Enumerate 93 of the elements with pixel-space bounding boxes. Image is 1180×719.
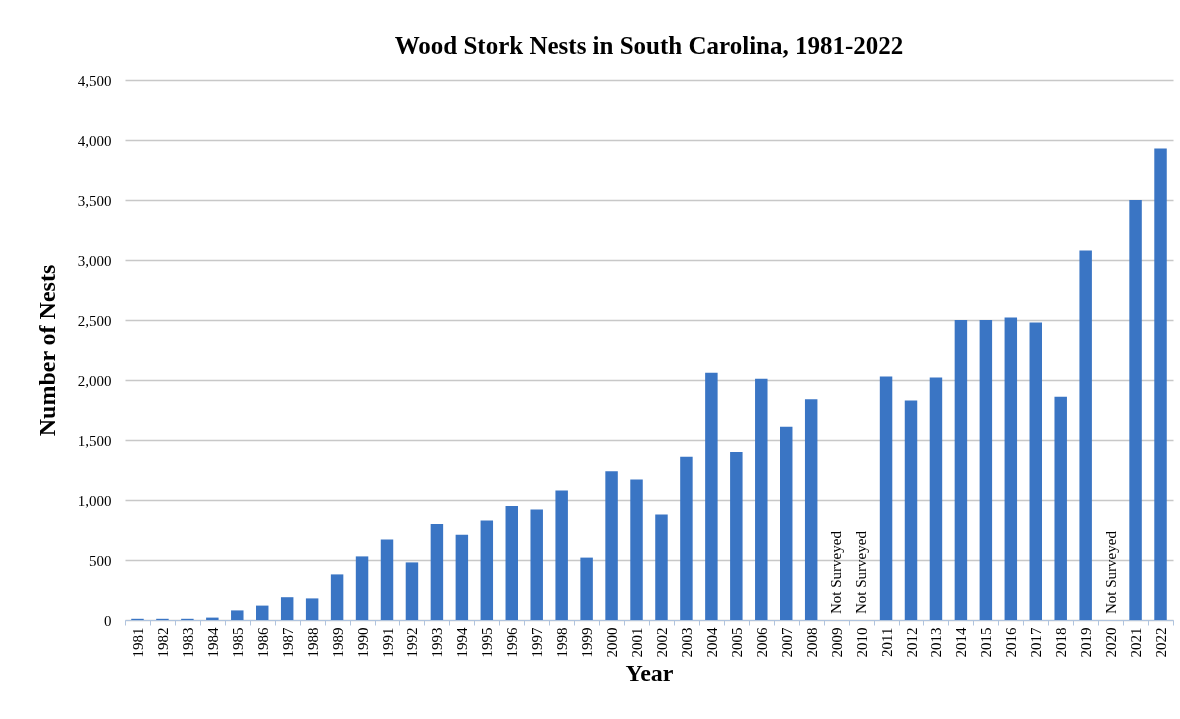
x-tick-label: 2012	[903, 627, 920, 658]
x-tick-label: 2001	[629, 627, 646, 658]
bar	[705, 372, 718, 620]
bar	[455, 534, 469, 620]
x-tick-label: 2006	[753, 627, 770, 658]
bar	[954, 320, 968, 620]
x-axis-title: Year	[625, 659, 674, 686]
x-tick-label: 2017	[1028, 627, 1045, 658]
x-tick-label: 2015	[978, 627, 995, 658]
bar	[804, 399, 818, 620]
x-tick-label: 2022	[1153, 627, 1170, 658]
bar	[1129, 200, 1142, 620]
x-tick-label: 2018	[1053, 627, 1070, 658]
x-tick-label: 1989	[329, 627, 346, 658]
bar	[1154, 148, 1167, 620]
x-tick-label: 1987	[279, 627, 296, 658]
y-tick-label: 2,000	[77, 372, 112, 389]
x-tick-label: 1992	[404, 627, 421, 658]
annotation: Not Surveyed	[828, 530, 845, 614]
x-tick-label: 1981	[129, 627, 146, 658]
x-tick-label: 1999	[579, 627, 596, 658]
y-tick-label: 2,500	[77, 312, 112, 329]
bar	[1079, 250, 1092, 620]
bar	[256, 605, 269, 620]
x-tick-label: 2011	[878, 627, 895, 657]
x-tick-label: 1983	[179, 627, 196, 658]
x-tick-label: 2003	[678, 627, 695, 658]
x-tick-label: 1997	[529, 627, 546, 658]
y-tick-label: 0	[104, 612, 112, 629]
x-tick-label: 1993	[429, 627, 446, 658]
bar	[979, 320, 993, 620]
bar	[655, 514, 668, 620]
bar	[530, 509, 543, 620]
x-tick-label: 2019	[1078, 627, 1095, 658]
x-tick-label: 1988	[304, 627, 321, 658]
bar	[630, 479, 643, 620]
x-tick-label: 2020	[1103, 627, 1120, 658]
bar	[929, 377, 943, 620]
x-tick-label: 1982	[154, 627, 171, 658]
bar	[1054, 396, 1067, 620]
x-tick-label: 2007	[778, 627, 795, 658]
x-tick-label: 1994	[454, 627, 471, 658]
x-tick-label: 2016	[1003, 627, 1020, 658]
bar	[305, 598, 319, 620]
bar	[480, 520, 494, 620]
bar	[680, 456, 693, 620]
annotation: Not Surveyed	[1102, 530, 1119, 614]
x-tick-label: 2013	[928, 627, 945, 658]
chart-title: Wood Stork Nests in South Carolina, 1981-2022	[394, 32, 904, 59]
x-tick-label: 2008	[803, 627, 820, 658]
y-axis-title: Number of Nests	[33, 264, 60, 437]
y-tick-label: 1,500	[77, 432, 112, 449]
x-tick-label: 1986	[254, 627, 271, 658]
bar	[755, 378, 768, 620]
bar	[555, 490, 568, 620]
bar	[380, 539, 394, 620]
x-tick-label: 2009	[828, 627, 845, 658]
y-tick-label: 4,000	[77, 132, 112, 149]
bar	[430, 524, 444, 620]
bar	[605, 471, 618, 620]
bar	[505, 506, 518, 620]
bar	[280, 597, 294, 620]
bar	[879, 376, 893, 620]
x-tick-label: 1985	[229, 627, 246, 658]
x-tick-label: 2021	[1128, 627, 1145, 658]
bar	[231, 610, 244, 620]
bar	[780, 426, 793, 620]
x-tick-label: 2014	[953, 627, 970, 658]
x-tick-label: 1984	[204, 627, 221, 658]
y-tick-label: 3,000	[77, 252, 112, 269]
bar	[904, 400, 918, 620]
y-tick-label: 3,500	[77, 192, 112, 209]
y-tick-label: 1,000	[77, 492, 112, 509]
bar	[405, 562, 419, 620]
bar	[355, 556, 369, 620]
x-tick-label: 1995	[479, 627, 496, 658]
x-tick-label: 1991	[379, 627, 396, 658]
bar	[1004, 317, 1018, 620]
x-tick-label: 1996	[504, 627, 521, 658]
bar	[730, 452, 743, 620]
x-tick-label: 2000	[604, 627, 621, 658]
bar	[1029, 322, 1042, 620]
x-tick-label: 2005	[728, 627, 745, 658]
x-tick-label: 2010	[853, 627, 870, 658]
annotation: Not Surveyed	[853, 530, 870, 614]
x-tick-label: 2004	[703, 627, 720, 658]
x-tick-label: 2002	[653, 627, 670, 658]
y-tick-label: 500	[89, 552, 112, 569]
y-tick-label: 4,500	[77, 72, 112, 89]
x-tick-label: 1998	[554, 627, 571, 658]
bar	[580, 557, 593, 620]
bar	[330, 574, 344, 620]
x-tick-label: 1990	[354, 627, 371, 658]
